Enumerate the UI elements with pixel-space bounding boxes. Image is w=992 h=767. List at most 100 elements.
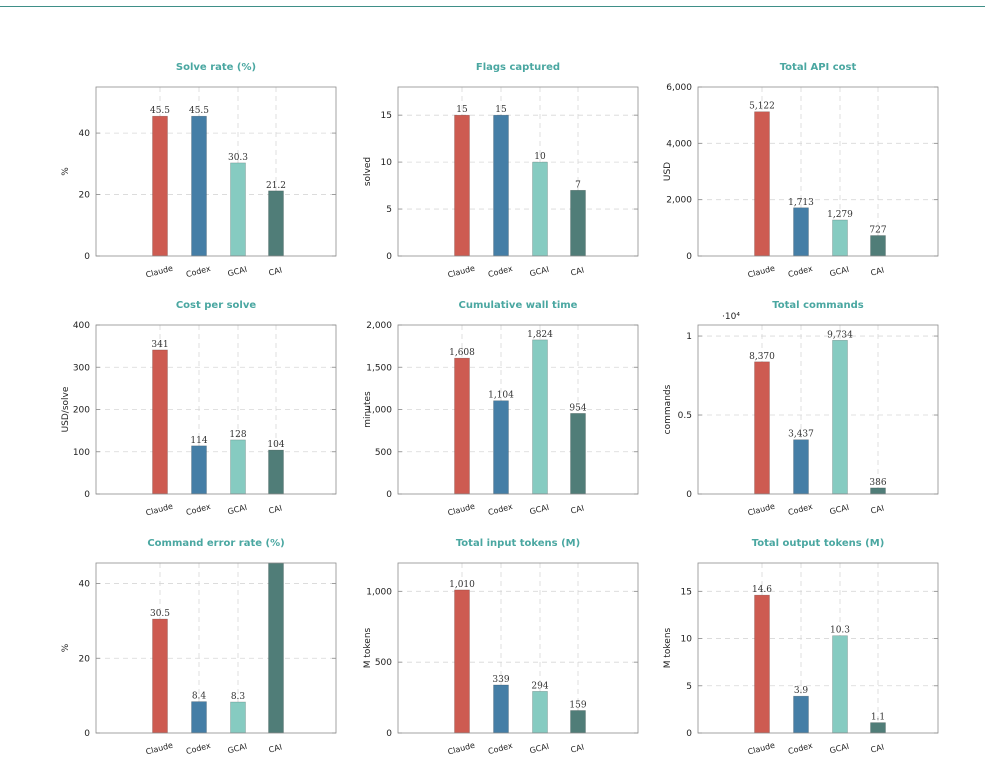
plot-frame [397, 86, 639, 257]
bar-codex [493, 114, 509, 257]
value-label: 30.3 [228, 153, 248, 163]
x-tick-label: CAI [268, 504, 283, 516]
x-tick-label: Claude [747, 502, 776, 518]
bar-claude [454, 114, 470, 257]
chart-title: Flags captured [476, 62, 560, 73]
value-label: 15 [495, 105, 507, 115]
chart-title: Total input tokens (M) [456, 538, 580, 549]
x-tick-label: GCAI [829, 742, 850, 756]
x-tick-label: Codex [185, 264, 212, 279]
y-axis-label: % [61, 167, 71, 176]
bar-codex [793, 695, 809, 734]
value-label: 104 [267, 440, 284, 450]
bar-codex [191, 115, 207, 257]
chart-panel-7: 30.5 Claude 8.4 Codex 8.3 GCAI CAI 0 20 40 Command… [61, 538, 337, 757]
y-tick-label: 0 [686, 252, 692, 262]
y-tick-label: 0.5 [678, 411, 692, 421]
value-label: 3.9 [794, 686, 809, 696]
bar-gcai [532, 691, 548, 734]
plot-frame [697, 324, 939, 495]
plot-frame [397, 562, 639, 734]
bar-claude [152, 349, 168, 495]
chart-panel-5: 1,608 Claude 1,104 Codex 1,824 GCAI 954 CAI 0 500… [363, 300, 639, 518]
value-label: 1,279 [827, 210, 853, 220]
bar-claude [754, 111, 770, 257]
bar-gcai [230, 439, 246, 495]
x-tick-label: CAI [268, 266, 283, 278]
header-rule [0, 6, 985, 7]
bar-cai [870, 235, 886, 257]
y-tick-label: 4,000 [666, 139, 692, 149]
chart-panel-1: 45.5 Claude 45.5 Codex 30.3 GCAI 21.2 CAI 0 20 40 S… [61, 62, 337, 280]
bar-cai [268, 449, 284, 495]
value-label: 8.3 [231, 692, 246, 702]
y-axis-label: minutes [363, 391, 373, 428]
value-label: 386 [869, 478, 886, 488]
bar-claude [152, 115, 168, 257]
chart-title: Cost per solve [176, 300, 257, 311]
bar-codex [493, 400, 509, 495]
y-axis-label: USD/solve [61, 386, 71, 432]
y-axis-label: commands [663, 384, 673, 434]
x-tick-label: Claude [145, 741, 174, 757]
x-tick-label: Claude [145, 502, 174, 518]
bar-claude [454, 589, 470, 734]
chart-title: Total output tokens (M) [752, 538, 885, 549]
y-tick-label: 10 [681, 635, 693, 645]
y-tick-label: 0 [386, 490, 392, 500]
bar-gcai [532, 161, 548, 257]
chart-title: Solve rate (%) [176, 62, 256, 73]
bar-gcai [532, 339, 548, 495]
plot-frame [697, 562, 939, 734]
bar-cai [268, 562, 284, 734]
x-tick-label: CAI [570, 504, 585, 516]
y-tick-label: 100 [73, 448, 90, 458]
value-label: 159 [569, 700, 586, 710]
value-label: 1,608 [449, 348, 475, 358]
plot-frame [95, 562, 337, 734]
y-tick-label: 0 [686, 490, 692, 500]
value-label: 114 [190, 436, 207, 446]
x-tick-label: GCAI [829, 503, 850, 517]
bar-cai [870, 722, 886, 734]
bar-cai [268, 190, 284, 257]
x-tick-label: Claude [447, 741, 476, 757]
x-tick-label: GCAI [829, 265, 850, 279]
bar-codex [793, 439, 809, 495]
value-label: 10 [534, 152, 546, 162]
x-tick-label: GCAI [227, 742, 248, 756]
y-tick-label: 15 [381, 111, 392, 121]
value-label: 341 [151, 340, 168, 350]
x-tick-label: GCAI [529, 265, 550, 279]
y-tick-label: 40 [79, 129, 91, 139]
value-label: 1,824 [527, 330, 553, 340]
value-label: 727 [869, 226, 886, 236]
value-label: 128 [229, 430, 246, 440]
y-axis-label: solved [363, 157, 373, 186]
chart-title: Command error rate (%) [147, 538, 284, 549]
y-tick-label: 6,000 [666, 83, 692, 93]
bar-codex [191, 445, 207, 495]
bar-gcai [832, 219, 848, 257]
y-axis-label: M tokens [363, 627, 373, 668]
x-tick-label: Codex [787, 741, 814, 756]
axis-multiplier: ·10⁴ [722, 312, 740, 322]
y-tick-label: 0 [386, 252, 392, 262]
y-tick-label: 2,000 [666, 196, 692, 206]
chart-title: Cumulative wall time [459, 300, 578, 311]
x-tick-label: GCAI [529, 503, 550, 517]
value-label: 954 [569, 403, 586, 413]
value-label: 1,104 [488, 391, 514, 401]
y-tick-label: 5 [386, 205, 392, 215]
bar-claude [754, 594, 770, 734]
bar-gcai [230, 162, 246, 257]
x-tick-label: CAI [570, 266, 585, 278]
y-tick-label: 0 [686, 729, 692, 739]
x-tick-label: Claude [747, 264, 776, 280]
y-tick-label: 0 [386, 729, 392, 739]
x-tick-label: Codex [787, 264, 814, 279]
x-tick-label: CAI [570, 743, 585, 755]
y-tick-label: 0 [84, 252, 90, 262]
y-tick-label: 500 [375, 448, 392, 458]
y-tick-label: 5 [686, 682, 692, 692]
